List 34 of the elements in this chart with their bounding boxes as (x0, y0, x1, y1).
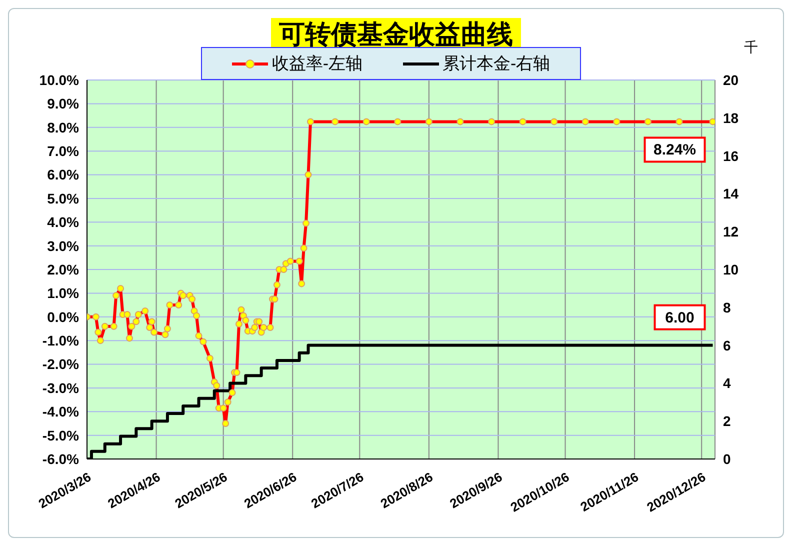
y-tick-label: 2.0% (47, 261, 80, 278)
y2-tick-label: 12 (723, 224, 739, 240)
y2-tick-label: 2 (723, 413, 731, 430)
y-tick-label: 3.0% (47, 238, 80, 254)
y2-tick-label: 20 (723, 72, 739, 88)
y2-tick-label: 4 (723, 375, 731, 392)
legend-label: 收益率-左轴 (270, 53, 362, 75)
y2-tick-label: 14 (723, 186, 739, 202)
y-tick-label: 9.0% (47, 96, 80, 112)
legend-label: 累计本金-右轴 (442, 53, 550, 75)
y2-tick-label: 6 (723, 337, 731, 354)
y-tick-label: -6.0% (42, 450, 80, 467)
y-tick-label: -1.0% (42, 332, 80, 349)
annotation: 6.00 (665, 309, 694, 326)
y2-tick-label: 0 (723, 450, 731, 467)
y-tick-label: 6.0% (47, 166, 80, 183)
y-tick-label: -2.0% (42, 356, 80, 372)
y2-tick-label: 10 (723, 261, 739, 278)
y2-tick-label: 8 (723, 299, 731, 316)
annotation: 8.24% (653, 142, 696, 159)
y2-axis-title: 千 (744, 39, 758, 57)
y-tick-label: 7.0% (47, 143, 80, 160)
y-tick-label: 0.0% (47, 308, 80, 325)
y-tick-label: 5.0% (47, 190, 80, 206)
y-tick-label: 10.0% (39, 72, 80, 88)
y-tick-label: -3.0% (42, 380, 80, 396)
chart-title: 可转债基金收益曲线 (271, 18, 521, 52)
y-tick-label: 1.0% (47, 285, 80, 302)
y-tick-label: -5.0% (42, 427, 80, 444)
y-tick-label: 4.0% (47, 214, 80, 230)
y2-tick-label: 18 (723, 110, 739, 126)
y-tick-label: -4.0% (42, 404, 80, 420)
y2-tick-label: 16 (723, 148, 739, 164)
y-tick-label: 8.0% (47, 119, 80, 136)
